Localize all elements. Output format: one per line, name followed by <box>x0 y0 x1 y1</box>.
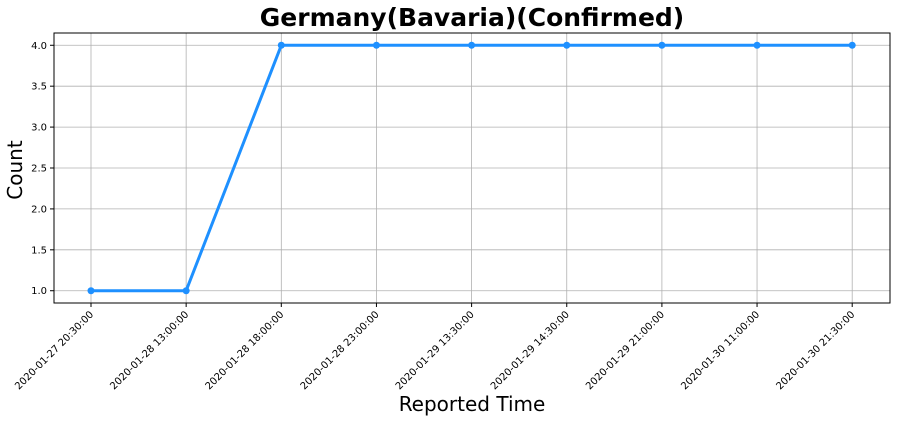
data-point <box>277 41 285 49</box>
y-tick-label: 4.0 <box>31 41 47 52</box>
x-axis-label: Reported Time <box>399 392 546 416</box>
y-tick-label: 2.5 <box>31 164 47 175</box>
grid <box>54 33 890 303</box>
y-tick-label: 3.5 <box>31 82 47 93</box>
series <box>87 41 856 295</box>
y-tick-label: 1.0 <box>31 286 47 297</box>
y-axis: 1.0 1.5 2.0 2.5 3.0 3.5 4.0 <box>31 41 54 297</box>
data-point <box>468 41 476 49</box>
data-point <box>87 287 95 295</box>
data-point <box>563 41 571 49</box>
y-tick-label: 2.0 <box>31 204 47 215</box>
y-tick-label: 1.5 <box>31 245 47 256</box>
y-axis-label: Count <box>3 140 27 200</box>
data-point <box>753 41 761 49</box>
data-point <box>372 41 380 49</box>
y-tick-label: 3.0 <box>31 123 47 134</box>
data-point <box>848 41 856 49</box>
chart-title: Germany(Bavaria)(Confirmed) <box>260 3 684 32</box>
data-point <box>182 287 190 295</box>
data-point <box>658 41 666 49</box>
